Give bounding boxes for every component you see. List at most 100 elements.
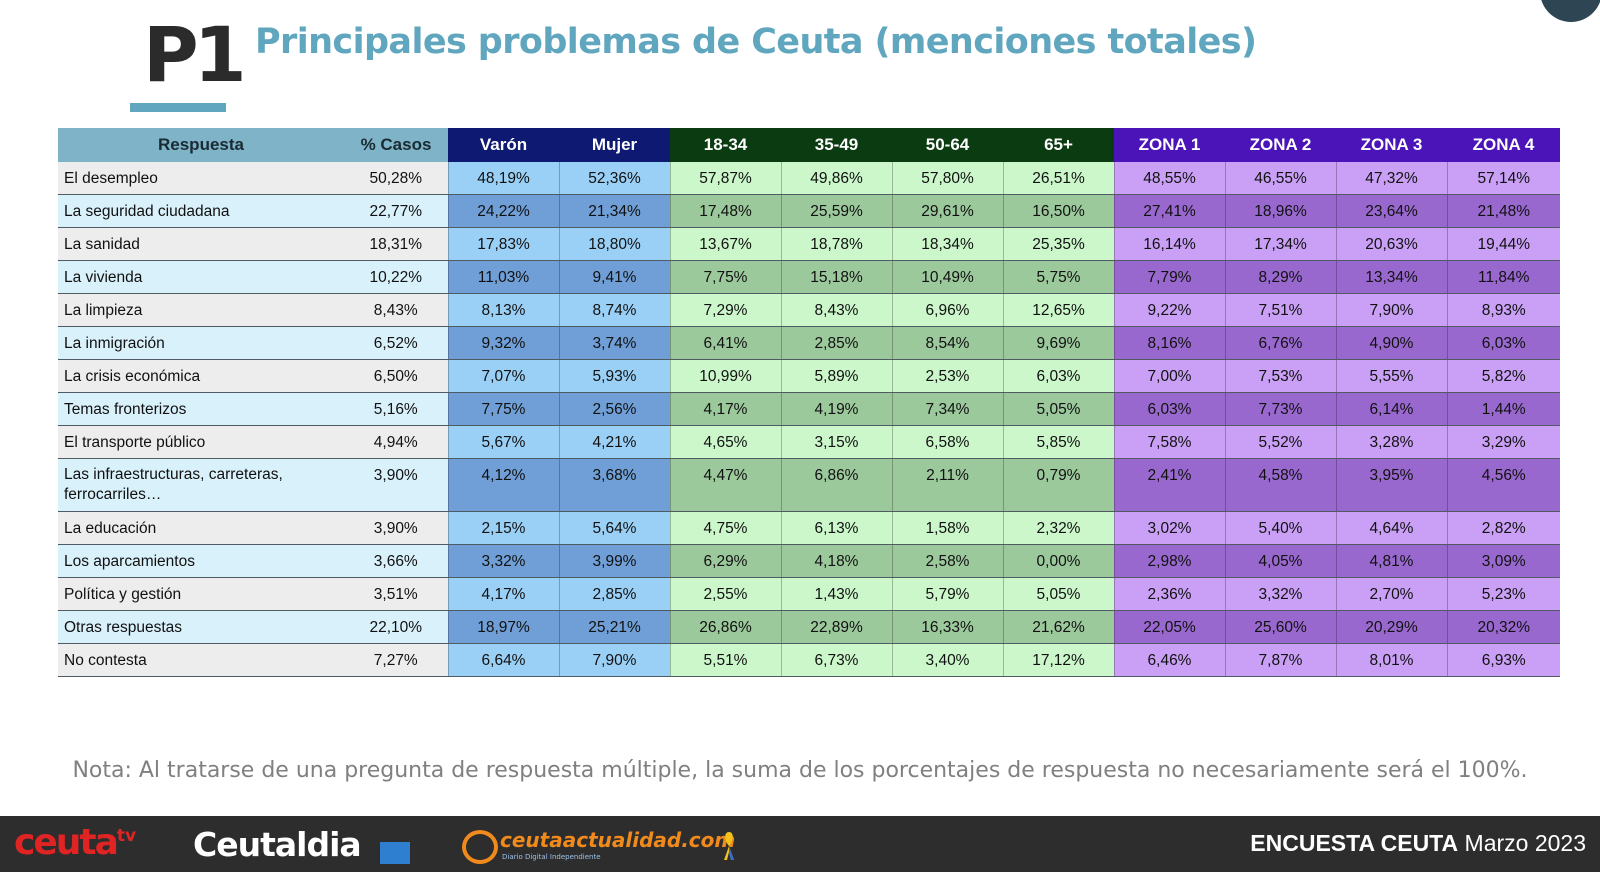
cell-value: 2,56% — [592, 401, 637, 418]
table-cell: 4,17% — [447, 577, 559, 611]
table-cell: 4,12% — [447, 458, 559, 512]
cell-value: 2,36% — [1147, 586, 1192, 603]
cell-value: 4,21% — [592, 434, 637, 451]
row-label: La sanidad — [58, 227, 344, 261]
ceutaactualidad-logo-mark — [462, 830, 498, 864]
table-cell: 8,43% — [780, 293, 892, 327]
cell-value: 7,75% — [703, 269, 748, 286]
cell-value: 5,82% — [1481, 368, 1526, 385]
cell-value: 5,89% — [814, 368, 859, 385]
table-cell: 20,63% — [1335, 227, 1447, 261]
cell-value: 49,86% — [810, 170, 863, 187]
cell-value: 5,67% — [481, 434, 526, 451]
cell-value: 7,73% — [1258, 401, 1303, 418]
cell-value: 5,75% — [1036, 269, 1081, 286]
table-cell: 8,29% — [1224, 260, 1336, 294]
table-cell: 52,36% — [558, 162, 670, 195]
table-cell: 6,03% — [1113, 392, 1225, 426]
cell-value: 4,64% — [1369, 520, 1414, 537]
cell-value: 8,16% — [1147, 335, 1192, 352]
cell-value: 3,68% — [592, 467, 637, 484]
cell-value: 6,13% — [814, 520, 859, 537]
cell-value: 7,29% — [703, 302, 748, 319]
cell-value: 10,22% — [369, 269, 423, 286]
table-cell: 4,56% — [1446, 458, 1560, 512]
table-cell: 7,34% — [891, 392, 1003, 426]
footer-bar: ceutatv Ceutaldia ceutaactualidad.com Di… — [0, 816, 1600, 872]
cell-value: 3,32% — [1258, 586, 1303, 603]
cell-value: 16,33% — [921, 619, 974, 636]
table-body: El desempleo 50,28% 48,19% 52,36% 57,87% 49,8… — [58, 162, 1560, 677]
cell-value: 0,00% — [1036, 553, 1081, 570]
cell-value: 10,99% — [699, 368, 752, 385]
table-row: El desempleo 50,28% 48,19% 52,36% 57,87% 49,8… — [58, 162, 1560, 195]
cell-value: 57,87% — [699, 170, 752, 187]
cell-value: 4,65% — [703, 434, 748, 451]
table-cell: 7,27% — [344, 643, 448, 677]
table-cell: 5,05% — [1002, 392, 1114, 426]
ceutaldia-logo-mark — [380, 842, 410, 864]
cell-value: 2,58% — [925, 553, 970, 570]
table-cell: 7,29% — [669, 293, 781, 327]
table-cell: 9,22% — [1113, 293, 1225, 327]
table-cell: 2,56% — [558, 392, 670, 426]
cell-value: 25,21% — [588, 619, 641, 636]
table-row: Las infraestructuras, carreteras, ferroc… — [58, 458, 1560, 512]
table-row: Política y gestión 3,51% 4,17% 2,85% 2,55% 1,… — [58, 577, 1560, 611]
cell-value: 46,55% — [1254, 170, 1307, 187]
table-cell: 10,49% — [891, 260, 1003, 294]
table-cell: 11,03% — [447, 260, 559, 294]
table-cell: 7,07% — [447, 359, 559, 393]
table-row: La seguridad ciudadana 22,77% 24,22% 21,34%… — [58, 194, 1560, 228]
table-cell: 4,21% — [558, 425, 670, 459]
table-cell: 7,73% — [1224, 392, 1336, 426]
cell-value: 26,51% — [1032, 170, 1085, 187]
cell-value: 27,41% — [1143, 203, 1196, 220]
table-cell: 21,48% — [1446, 194, 1560, 228]
table-cell: 4,64% — [1335, 511, 1447, 545]
table-cell: 3,66% — [344, 544, 448, 578]
table-cell: 26,86% — [669, 610, 781, 644]
cell-value: 17,48% — [699, 203, 752, 220]
cell-value: 9,22% — [1147, 302, 1192, 319]
cell-value: 17,34% — [1254, 236, 1307, 253]
table-row: La educación 3,90% 2,15% 5,64% 4,75% 6,13% 1,5… — [58, 511, 1560, 545]
cell-value: 5,40% — [1258, 520, 1303, 537]
cell-value: 20,32% — [1477, 619, 1531, 636]
cell-value: 4,94% — [373, 434, 418, 451]
table-cell: 18,97% — [447, 610, 559, 644]
cell-value: 2,53% — [925, 368, 970, 385]
cell-value: 3,90% — [373, 467, 418, 484]
cell-value: 47,32% — [1365, 170, 1418, 187]
table-cell: 6,29% — [669, 544, 781, 578]
cell-value: 22,89% — [810, 619, 863, 636]
column-header: 50-64 — [892, 128, 1003, 162]
table-cell: 1,43% — [780, 577, 892, 611]
row-label-text: No contesta — [64, 652, 147, 669]
row-label: Política y gestión — [58, 577, 344, 611]
table-cell: 5,79% — [891, 577, 1003, 611]
cell-value: 2,85% — [814, 335, 859, 352]
table-cell: 6,41% — [669, 326, 781, 360]
table-cell: 3,28% — [1335, 425, 1447, 459]
cell-value: 2,15% — [481, 520, 526, 537]
table-cell: 9,69% — [1002, 326, 1114, 360]
table-cell: 4,19% — [780, 392, 892, 426]
cell-value: 18,34% — [921, 236, 974, 253]
table-cell: 5,82% — [1446, 359, 1560, 393]
table-cell: 22,89% — [780, 610, 892, 644]
table-row: El transporte público 4,94% 5,67% 4,21% 4,65… — [58, 425, 1560, 459]
row-label-text: Política y gestión — [64, 586, 182, 603]
cell-value: 5,23% — [1481, 586, 1526, 603]
cell-value: 3,29% — [1481, 434, 1526, 451]
results-table: Respuesta% Casos Varón Mujer 18-34 35-49 50-6… — [58, 128, 1560, 677]
cell-value: 6,64% — [481, 652, 526, 669]
cell-value: 6,46% — [1147, 652, 1192, 669]
cell-value: 16,50% — [1032, 203, 1085, 220]
table-cell: 6,86% — [780, 458, 892, 512]
row-label-text: El transporte público — [64, 434, 206, 451]
table-cell: 5,52% — [1224, 425, 1336, 459]
row-label: No contesta — [58, 643, 344, 677]
row-label: El desempleo — [58, 162, 344, 195]
table-cell: 3,40% — [891, 643, 1003, 677]
